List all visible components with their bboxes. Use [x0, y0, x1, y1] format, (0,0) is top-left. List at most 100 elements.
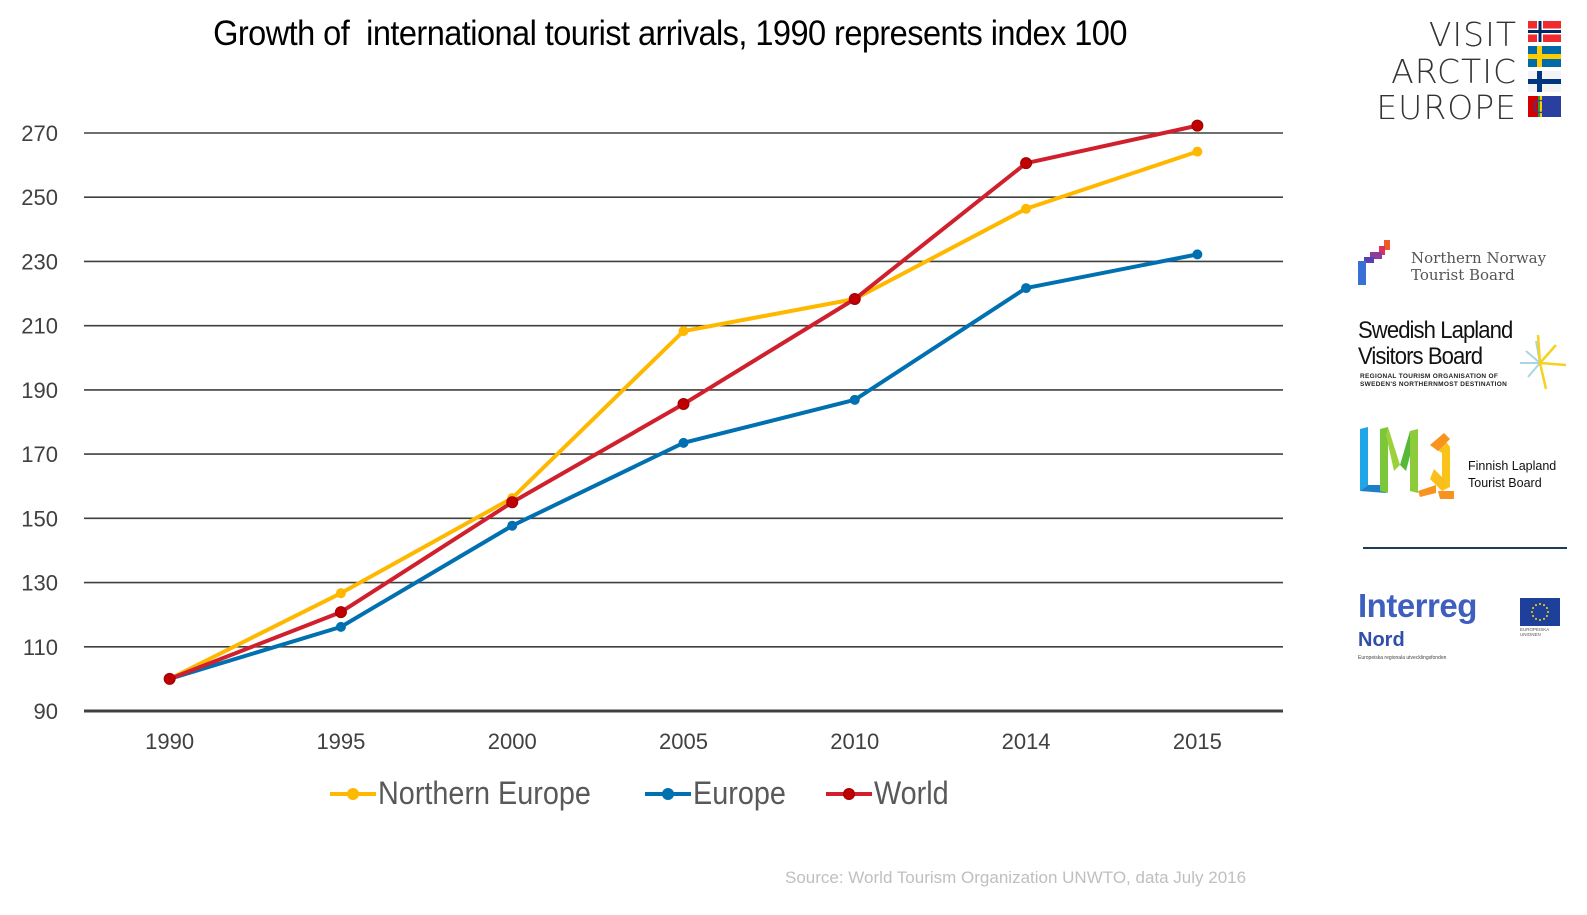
y-tick-label: 250 [21, 185, 58, 210]
finnish-lapland-text: Finnish Lapland Tourist Board [1468, 458, 1556, 492]
x-tick-label: 2010 [830, 729, 879, 754]
data-point-northern-europe[interactable] [1021, 203, 1032, 214]
y-tick-label: 150 [21, 506, 58, 531]
finnish-lapland-logo: Finnish Lapland Tourist Board [1358, 425, 1587, 505]
x-tick-label: 2000 [488, 729, 537, 754]
source-note: Source: World Tourism Organization UNWTO… [785, 868, 1247, 887]
gridlines [84, 132, 1283, 713]
data-point-world[interactable] [1020, 157, 1033, 170]
y-tick-label: 170 [21, 442, 58, 467]
eu-star [1547, 611, 1549, 613]
eu-star [1539, 603, 1541, 605]
logo-text-line: EUROPEISKA [1520, 627, 1550, 632]
interreg-title: Interreg [1358, 587, 1477, 624]
data-point-europe[interactable] [849, 394, 860, 405]
swedish-lapland-logo: Swedish Lapland Visitors Board REGIONAL … [1358, 318, 1587, 398]
data-point-world[interactable] [334, 606, 347, 619]
eu-star [1531, 611, 1533, 613]
logo-text-line: Tourist Board [1468, 476, 1542, 490]
eu-star [1545, 607, 1548, 609]
eu-star [1543, 617, 1545, 620]
data-point-world[interactable] [677, 398, 690, 411]
logo-text-line: Finnish Lapland [1468, 459, 1557, 473]
data-point-europe[interactable] [1021, 283, 1032, 294]
data-point-world[interactable] [848, 293, 861, 306]
lme-mark-icon [1360, 427, 1454, 499]
eu-star [1532, 615, 1535, 617]
chart-title: Growth of international tourist arrivals… [213, 14, 1127, 53]
swedish-lapland-subtitle: REGIONAL TOURISM ORGANISATION OF SWEDEN'… [1360, 373, 1507, 389]
logo-text-line: REGIONAL TOURISM ORGANISATION OF [1360, 373, 1499, 380]
data-point-europe[interactable] [678, 437, 689, 448]
eu-star [1535, 617, 1537, 620]
x-tick-label: 2014 [1002, 729, 1051, 754]
series-world [163, 119, 1204, 685]
x-axis-ticks: 1990 1995 2000 2005 2010 2014 2015 [145, 729, 1222, 754]
legend-swatch-world [825, 787, 872, 801]
y-tick-label: 270 [21, 121, 58, 146]
legend-item-europe[interactable]: Europe [644, 775, 796, 812]
y-tick-label: 210 [21, 314, 58, 339]
series-line-europe [169, 252, 1198, 681]
x-tick-label: 1990 [145, 729, 194, 754]
eu-flag-icon [1520, 598, 1560, 626]
legend-label: World [873, 775, 949, 811]
x-tick-label: 2015 [1173, 729, 1222, 754]
northern-norway-text: Northern Norway Tourist Board [1411, 250, 1546, 284]
swedish-lapland-text: Swedish Lapland Visitors Board [1358, 317, 1513, 370]
y-tick-label: 190 [21, 378, 58, 403]
legend-item-northern-europe[interactable]: Northern Europe [330, 775, 615, 812]
legend-label: Europe [692, 775, 786, 811]
eu-star [1543, 604, 1545, 607]
x-tick-label: 1995 [316, 729, 365, 754]
star-burst-icon [1520, 334, 1567, 390]
series-line-northern-europe [168, 149, 1198, 681]
finland-flag-icon [1528, 71, 1561, 92]
data-point-europe[interactable] [1192, 249, 1203, 260]
interreg-nord: Nord [1358, 629, 1405, 651]
interreg-nord-logo: Interreg Nord Europeiska regionala utvec… [1358, 589, 1587, 665]
logo-text-line: Northern Norway [1411, 249, 1547, 267]
legend-item-world[interactable]: World [825, 775, 957, 812]
legend-label: Northern Europe [378, 775, 591, 811]
interreg-fund-text: Europeiska regionala utvecklingsfonden [1358, 655, 1447, 661]
northern-norway-mark-icon [1358, 240, 1390, 285]
data-point-europe[interactable] [507, 520, 518, 531]
y-tick-label: 230 [21, 249, 58, 274]
data-point-europe[interactable] [335, 621, 346, 632]
series-lines [163, 119, 1204, 685]
logo-text-line: Swedish Lapland [1358, 317, 1513, 344]
sweden-flag-icon [1528, 46, 1561, 67]
logo-text-line: Visitors Board [1358, 343, 1483, 370]
legend-swatch-northern-europe [330, 787, 376, 801]
series-northern-europe [164, 146, 1203, 684]
legend-swatch-europe [644, 787, 691, 801]
data-point-world[interactable] [506, 496, 519, 509]
y-axis-ticks: 90 110 130 150 170 190 210 230 250 270 [21, 121, 58, 724]
logo-text-europe: EUROPE [1376, 88, 1517, 127]
logo-text-visit: VISIT [1428, 15, 1517, 54]
data-point-northern-europe[interactable] [1192, 146, 1203, 157]
data-point-northern-europe[interactable] [335, 588, 346, 599]
eu-label: EUROPEISKA UNIONEN [1520, 627, 1549, 637]
y-tick-label: 90 [34, 699, 58, 724]
y-tick-label: 130 [21, 571, 58, 596]
logo-divider [1363, 547, 1567, 549]
northern-norway-logo: Northern Norway Tourist Board [1358, 240, 1578, 290]
data-point-northern-europe[interactable] [678, 326, 689, 337]
logo-text-line: SWEDEN'S NORTHERNMOST DESTINATION [1360, 381, 1508, 388]
data-point-world[interactable] [1191, 119, 1204, 132]
data-point-world[interactable] [163, 672, 176, 685]
legend: Northern Europe Europe World [330, 775, 957, 812]
eu-star [1535, 604, 1537, 607]
eu-star [1539, 619, 1541, 621]
logo-text-line: UNIONEN [1520, 632, 1541, 637]
sami-flag-icon [1528, 96, 1561, 117]
logo-text-line: Tourist Board [1411, 266, 1515, 284]
x-tick-label: 2005 [659, 729, 708, 754]
logo-text-arctic: ARCTIC [1391, 52, 1517, 91]
eu-star [1532, 607, 1535, 609]
y-tick-label: 110 [23, 635, 58, 660]
norway-flag-icon [1528, 21, 1561, 42]
